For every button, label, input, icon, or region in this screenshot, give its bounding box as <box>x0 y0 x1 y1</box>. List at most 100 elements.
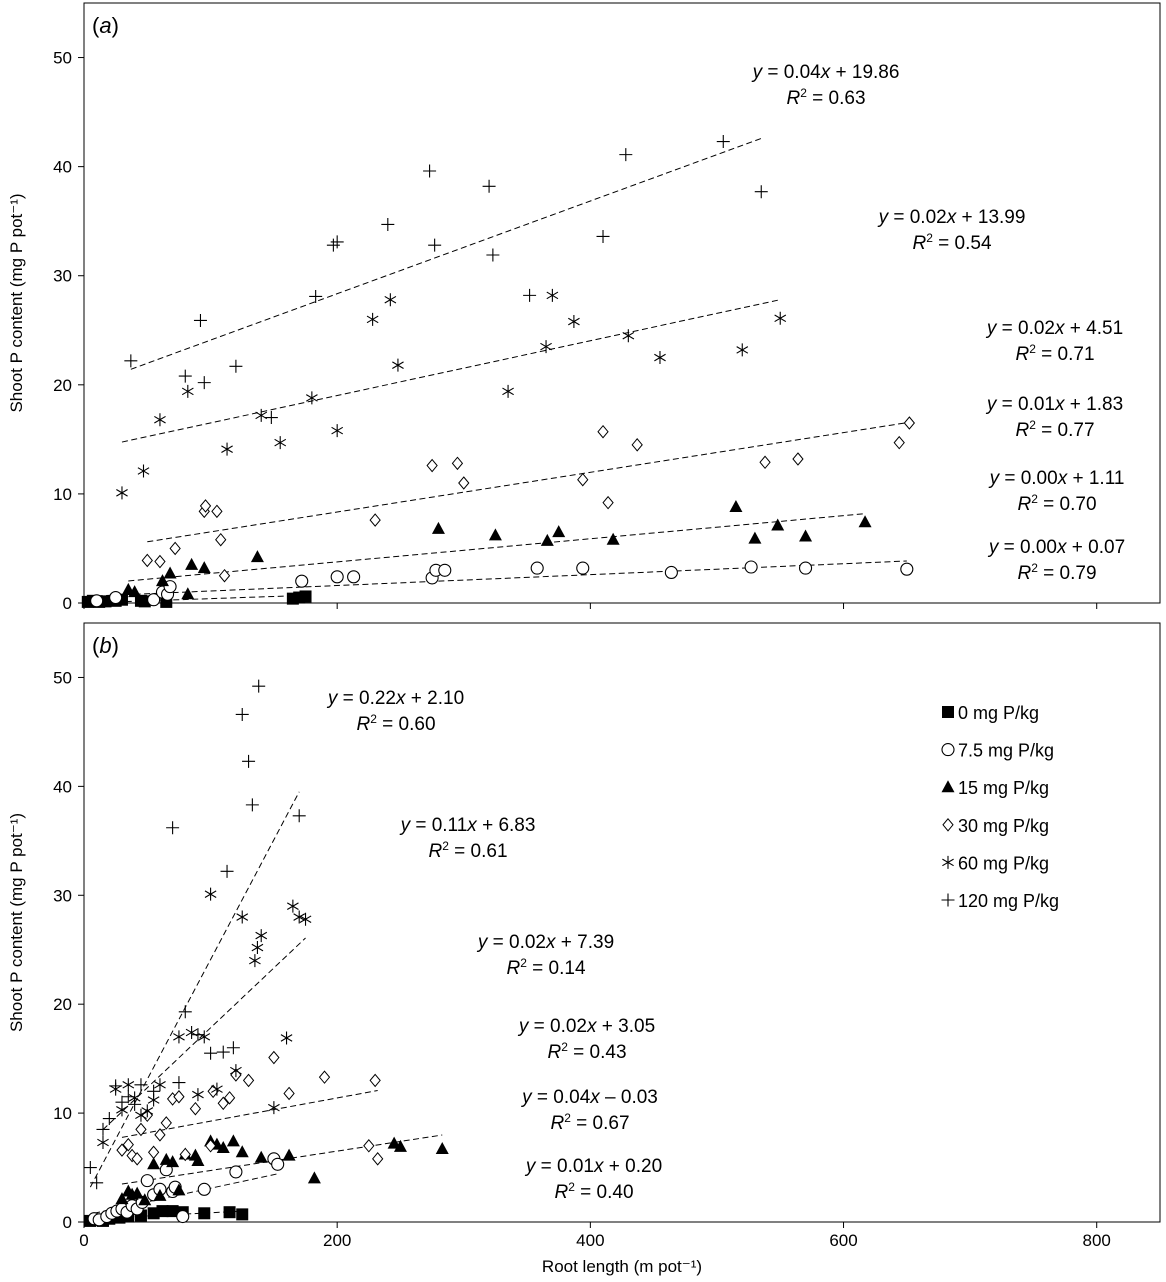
data-point <box>482 179 496 193</box>
data-point <box>223 1206 236 1219</box>
data-point <box>140 1174 154 1188</box>
data-point <box>172 1183 186 1196</box>
data-point <box>176 1210 190 1224</box>
regression-annotation: y = 0.01x + 1.83 R2 = 0.77 <box>985 394 1123 441</box>
r-squared: R2 = 0.43 <box>547 1040 626 1063</box>
regression-equation: y = 0.22x + 2.10 <box>326 688 464 709</box>
legend-label: 7.5 mg P/kg <box>958 741 1054 761</box>
data-point <box>596 229 610 243</box>
data-point <box>426 458 438 473</box>
data-point <box>619 148 633 162</box>
regression-equation: y = 0.00x + 0.07 <box>987 537 1125 558</box>
series-4 <box>97 887 312 1149</box>
data-point <box>147 593 161 607</box>
regression-annotation: y = 0.02x + 13.99 R2 = 0.54 <box>877 207 1026 254</box>
r-squared: R2 = 0.77 <box>1015 418 1094 441</box>
data-point <box>83 1161 97 1175</box>
data-point <box>166 1155 180 1168</box>
data-point <box>197 376 211 390</box>
data-point <box>893 435 905 450</box>
data-point <box>330 235 344 249</box>
data-point <box>197 1182 211 1196</box>
data-point <box>189 1101 202 1116</box>
data-point <box>523 288 537 302</box>
data-point <box>309 289 323 303</box>
data-point <box>173 1089 185 1104</box>
data-point <box>363 1138 375 1153</box>
data-point <box>366 312 379 326</box>
data-point <box>173 1030 185 1044</box>
y-tick-label: 50 <box>53 49 72 68</box>
data-point <box>229 1165 243 1179</box>
data-point <box>204 1046 218 1060</box>
series-5 <box>83 679 306 1190</box>
plot-frame <box>83 622 1161 1223</box>
data-point <box>771 518 785 531</box>
series-1 <box>87 1152 285 1227</box>
data-point <box>221 442 233 456</box>
y-axis-label: Shoot P content (mg P pot⁻¹) <box>7 813 26 1032</box>
data-point <box>774 311 787 325</box>
data-point <box>197 561 211 574</box>
regression-equation: y = 0.00x + 1.11 <box>988 468 1125 489</box>
series-4 <box>116 288 787 500</box>
data-point <box>622 329 635 343</box>
r-squared: R2 = 0.63 <box>786 86 865 109</box>
legend-label: 15 mg P/kg <box>958 778 1049 798</box>
regression-equation: y = 0.02x + 3.05 <box>517 1016 655 1037</box>
data-point <box>282 1148 296 1161</box>
x-tick-label: 400 <box>576 1231 604 1250</box>
data-point <box>664 565 678 580</box>
data-point <box>799 561 813 575</box>
y-tick-label: 20 <box>53 995 72 1014</box>
data-point <box>568 315 580 329</box>
data-point <box>295 574 309 588</box>
r-squared: R2 = 0.40 <box>554 1180 633 1203</box>
data-point <box>654 351 666 365</box>
data-point <box>90 594 104 608</box>
data-point <box>226 1134 240 1147</box>
data-point <box>134 1078 148 1092</box>
data-point <box>369 1073 381 1088</box>
data-point <box>191 1154 205 1167</box>
data-point <box>299 912 312 926</box>
data-point <box>251 941 264 955</box>
r-squared: R2 = 0.70 <box>1017 492 1096 515</box>
data-point <box>748 531 762 544</box>
data-point <box>283 1086 295 1101</box>
legend-marker <box>942 706 954 718</box>
data-point <box>458 476 470 490</box>
data-point <box>131 1152 143 1166</box>
data-point <box>181 384 194 398</box>
y-axis-label: Shoot P content (mg P pot⁻¹) <box>7 193 26 412</box>
data-point <box>305 391 318 405</box>
data-point <box>147 1145 160 1160</box>
y-tick-label: 0 <box>63 1213 72 1232</box>
data-point <box>163 566 177 579</box>
data-point <box>216 1140 230 1153</box>
data-point <box>381 217 395 231</box>
data-point <box>280 1031 293 1045</box>
data-point <box>230 1064 242 1078</box>
data-point <box>254 1150 268 1163</box>
data-point <box>428 238 442 252</box>
data-point <box>393 1139 407 1152</box>
regression-annotation: y = 0.11x + 6.83 R2 = 0.61 <box>399 815 536 862</box>
data-point <box>250 550 264 563</box>
trendline-3 <box>121 1090 378 1138</box>
data-point <box>299 590 312 603</box>
regression-annotation: y = 0.00x + 1.11 R2 = 0.70 <box>988 468 1125 515</box>
y-tick-label: 30 <box>53 886 72 905</box>
regression-equation: y = 0.04x + 19.86 <box>751 62 900 83</box>
data-point <box>736 343 749 357</box>
data-point <box>147 1084 161 1098</box>
regression-equation: y = 0.01x + 0.20 <box>524 1156 662 1177</box>
data-point <box>121 1090 135 1104</box>
r-squared: R2 = 0.71 <box>1015 342 1094 365</box>
panel-a: 0 10 20 30 40 50 Shoot P content (mg P pot⁻¹) (… <box>7 2 1161 613</box>
data-point <box>423 164 437 178</box>
regression-equation: y = 0.11x + 6.83 <box>399 815 536 836</box>
data-point <box>223 1091 236 1105</box>
series-3 <box>141 416 916 583</box>
series-3 <box>116 1050 384 1166</box>
